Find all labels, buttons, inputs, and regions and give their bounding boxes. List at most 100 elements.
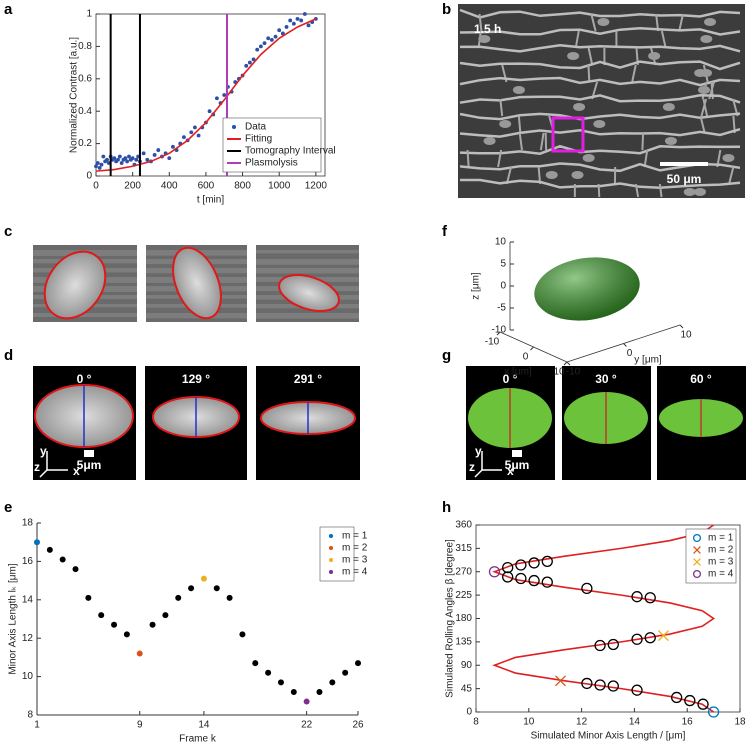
x-tick-label: 22	[301, 720, 313, 731]
legend-label: Fitting	[245, 134, 272, 145]
point	[262, 41, 267, 46]
axis-letter: y	[40, 444, 47, 458]
nucleus	[478, 35, 491, 43]
point	[306, 23, 311, 28]
point	[222, 93, 227, 97]
x-tick-label: -10	[485, 337, 500, 348]
nucleus	[693, 188, 706, 196]
legend-label: m = 3	[708, 557, 734, 568]
point	[226, 594, 233, 601]
y-tick-label: 270	[455, 566, 472, 577]
point	[284, 25, 289, 29]
x-tick-label: 1000	[268, 181, 291, 192]
point	[117, 154, 122, 159]
axis-letter: z	[469, 460, 475, 474]
circle-marker	[515, 559, 527, 571]
ellipsoid-shading	[534, 257, 640, 321]
panel-label: d	[4, 347, 13, 364]
point	[94, 164, 98, 169]
y-tick-label: 315	[455, 543, 472, 554]
z-tick-label: 0	[500, 281, 506, 292]
point	[175, 594, 182, 601]
point	[252, 660, 259, 667]
x-tick	[496, 331, 501, 336]
point	[105, 157, 109, 162]
y-tick-label: 8	[27, 710, 33, 721]
triad-arrow	[474, 469, 483, 478]
axis-letter: x	[73, 464, 80, 478]
nucleus	[512, 86, 525, 94]
angle-label: 30 °	[595, 372, 617, 386]
x-tick-label: 0	[523, 352, 529, 363]
x-tick-label: 200	[124, 181, 141, 192]
circle-marker	[644, 632, 656, 644]
point	[123, 631, 130, 638]
texture-band	[256, 313, 359, 319]
legend-swatch	[692, 533, 702, 543]
x-tick	[530, 346, 534, 351]
point	[277, 28, 282, 33]
angle-label: 0 °	[503, 372, 518, 386]
x-tick-label: 14	[629, 717, 641, 728]
nucleus	[648, 52, 661, 60]
y-tick-label: 0	[466, 707, 472, 718]
cell-wall	[587, 47, 594, 66]
y-tick	[679, 324, 684, 329]
point	[116, 157, 120, 162]
x-tick-label: 800	[234, 181, 251, 192]
cell-outline	[172, 246, 222, 320]
point	[123, 156, 128, 161]
point	[97, 165, 102, 170]
y-axis-label: y [μm]	[634, 355, 662, 366]
axis-letter: x	[507, 464, 514, 478]
point	[182, 135, 186, 140]
cell-wall	[728, 166, 735, 185]
nucleus	[664, 137, 677, 145]
cell-wall	[702, 98, 709, 117]
cell-wall	[459, 44, 741, 53]
axis-letter: z	[34, 460, 40, 474]
x-tick-label: 12	[576, 717, 588, 728]
point	[247, 60, 252, 65]
x-axis-label: Simulated Minor Axis Length / [μm]	[531, 731, 686, 742]
cell-wall	[517, 115, 522, 134]
x-tick-label: 18	[734, 717, 746, 728]
axis-triad	[474, 451, 502, 478]
cell-wall	[459, 127, 741, 138]
cell-wall	[499, 98, 504, 117]
point	[171, 144, 175, 149]
cross-marker	[657, 630, 669, 642]
legend-label: m = 4	[342, 567, 368, 578]
y-tick-label: 10	[680, 330, 692, 341]
cross-marker	[555, 675, 566, 687]
y-tick-label: 180	[455, 613, 472, 624]
legend-label: Data	[245, 122, 267, 133]
panel-label: g	[442, 347, 451, 364]
cell-wall	[459, 8, 741, 19]
point	[145, 157, 150, 162]
panel-label: h	[442, 499, 451, 516]
point	[290, 688, 297, 695]
legend-box	[685, 528, 737, 584]
cell-wall	[700, 98, 708, 117]
x-axis-label: t [min]	[197, 195, 224, 206]
x-axis-label: Frame k	[179, 734, 217, 743]
y-tick-label: 0.2	[78, 138, 92, 149]
texture-band	[256, 250, 359, 254]
point	[112, 156, 117, 161]
nucleus	[545, 171, 558, 179]
y-axis-label: Normalized Contrast [a.u.]	[69, 37, 80, 153]
circle-marker	[594, 639, 606, 652]
cell-wall	[587, 64, 591, 83]
legend-label: m = 2	[708, 545, 734, 556]
legend-swatch	[693, 546, 701, 554]
point	[34, 539, 40, 546]
legend-label: m = 1	[342, 531, 368, 542]
circle-marker	[541, 576, 553, 588]
circle-marker	[581, 582, 593, 595]
circle-marker	[528, 574, 540, 587]
legend-label: m = 4	[708, 569, 734, 580]
nucleus	[567, 52, 580, 60]
